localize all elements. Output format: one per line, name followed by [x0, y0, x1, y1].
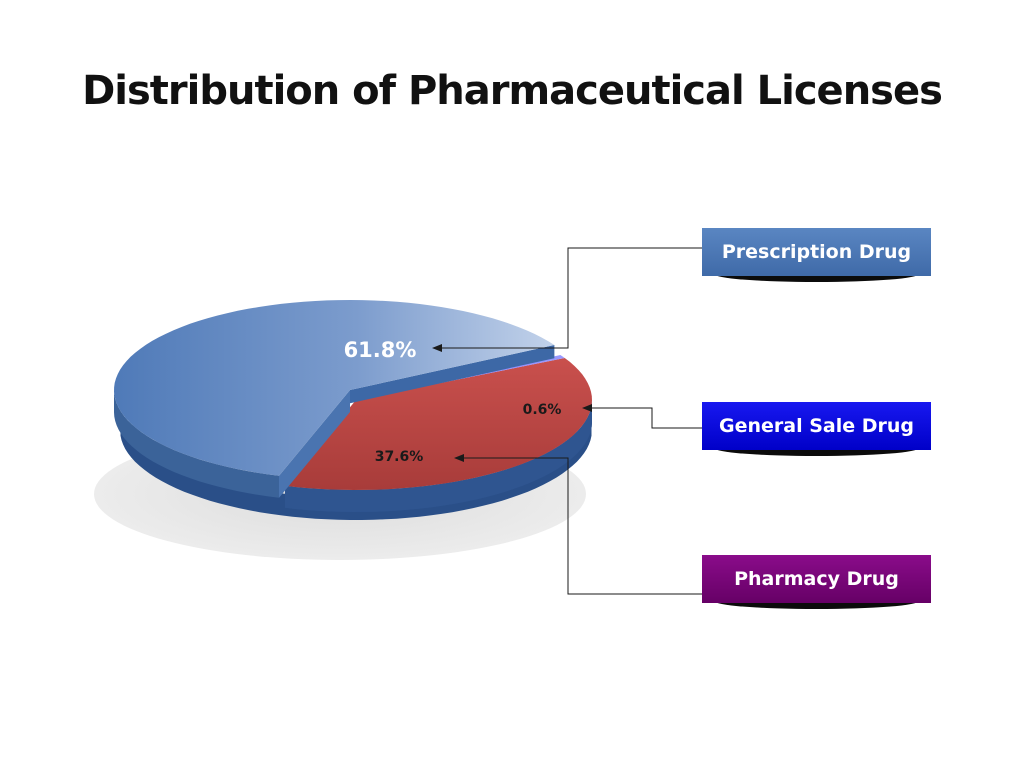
leader-arrow-prescription — [432, 344, 442, 352]
data-label-pharmacy: 37.6% — [375, 449, 424, 465]
pie-inner-face — [278, 390, 350, 498]
pie-slice-pharmacy — [285, 358, 592, 490]
leader-line-pharmacy — [460, 457, 702, 595]
pie-exploded-slice — [114, 300, 555, 498]
legend-prescription-drug: Prescription Drug — [702, 228, 931, 282]
legend-label: Pharmacy Drug — [734, 568, 899, 590]
chart-title: Distribution of Pharmaceutical Licenses — [82, 68, 943, 114]
legend-label: Prescription Drug — [721, 241, 912, 263]
data-label-general-sale: 0.6% — [523, 402, 562, 418]
leader-arrow-pharmacy — [454, 454, 464, 462]
legend-general-sale-drug: General Sale Drug — [702, 402, 931, 456]
data-label-prescription: 61.8% — [344, 338, 417, 362]
leader-line-prescription — [438, 247, 702, 349]
pie-side-wall-pharmacy — [285, 400, 592, 512]
pie-cut-face — [350, 345, 555, 404]
leader-lines — [432, 247, 702, 595]
leader-arrow-general-sale — [582, 404, 592, 412]
pie-side-wall-prescription — [114, 390, 279, 498]
leader-line-general-sale — [588, 407, 702, 429]
legend-pharmacy-drug: Pharmacy Drug — [702, 555, 931, 609]
pie-slice-prescription — [114, 300, 555, 476]
legend-label: General Sale Drug — [718, 415, 914, 437]
